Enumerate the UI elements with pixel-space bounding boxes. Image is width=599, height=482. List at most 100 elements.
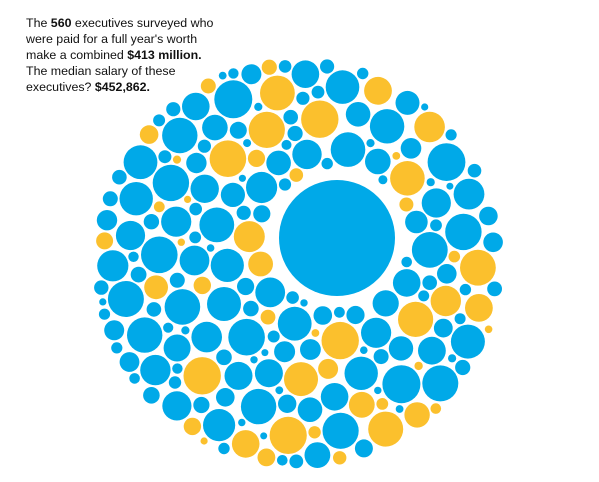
bubble: [418, 336, 446, 365]
bubble: [300, 299, 308, 307]
bubble: [177, 238, 185, 246]
bubble: [250, 356, 258, 364]
bubble: [260, 432, 268, 440]
bubble: [119, 182, 153, 216]
bubble: [98, 308, 111, 320]
bubble: [392, 152, 401, 160]
bubble: [292, 139, 322, 170]
bubble: [318, 358, 339, 379]
bubble: [372, 290, 399, 317]
bubble: [231, 430, 260, 458]
bubble: [107, 281, 144, 317]
bubble: [357, 67, 369, 80]
bubble: [465, 294, 493, 322]
bubble: [261, 59, 277, 75]
bubble: [459, 283, 472, 296]
bubble: [253, 205, 271, 223]
bubble: [130, 266, 147, 283]
bubble: [255, 277, 286, 308]
bubble: [333, 451, 347, 465]
bubble: [346, 305, 365, 325]
bubble: [354, 439, 373, 458]
bubble: [320, 59, 335, 74]
bubble: [369, 109, 405, 144]
bubble: [448, 250, 461, 263]
bubble: [166, 102, 181, 117]
bubble: [450, 324, 485, 359]
bubble: [200, 437, 208, 445]
bubble: [467, 163, 482, 178]
bubble: [446, 182, 454, 190]
bubble: [243, 139, 252, 148]
bubble: [193, 276, 211, 295]
bubble: [325, 70, 360, 104]
executive-count: 560: [50, 16, 72, 30]
bubble: [233, 221, 265, 253]
bubble: [254, 102, 263, 111]
bubble: [172, 155, 182, 164]
bubble: [197, 139, 211, 153]
bubble: [414, 361, 423, 371]
bubble: [260, 75, 295, 111]
bubble: [445, 129, 457, 141]
bubble: [141, 236, 178, 274]
bubble: [297, 397, 323, 423]
bubble: [266, 150, 291, 176]
bubble: [430, 285, 461, 317]
bubble: [374, 386, 382, 395]
bubble: [163, 322, 174, 333]
bubble: [186, 152, 207, 174]
bubble: [426, 178, 435, 187]
caption-text-2: executives surveyed who were paid for a …: [26, 16, 214, 62]
bubble: [220, 182, 245, 207]
bubble: [382, 365, 421, 404]
bubble: [161, 206, 192, 237]
bubble: [401, 256, 413, 268]
bubble-largest: [279, 180, 395, 296]
caption-text-3: The median salary of these executives?: [26, 64, 176, 94]
bubble: [119, 352, 140, 372]
bubble: [405, 210, 428, 234]
bubble: [390, 161, 425, 196]
bubble: [345, 102, 371, 127]
caption-text-1: The: [26, 16, 51, 30]
bubble: [286, 291, 299, 304]
bubble: [172, 363, 183, 374]
bubble: [238, 418, 246, 427]
bubble: [344, 356, 378, 390]
bubble: [418, 290, 430, 302]
bubble: [430, 219, 442, 232]
bubble: [311, 85, 325, 99]
combined-total: $413 million.: [127, 48, 202, 62]
bubble: [169, 272, 185, 288]
bubble: [216, 388, 235, 407]
bubble: [395, 90, 420, 115]
bubble: [400, 138, 422, 159]
bubble: [189, 202, 202, 216]
bubble: [191, 321, 222, 353]
bubble: [373, 349, 389, 365]
bubble: [203, 409, 236, 442]
bubble: [162, 117, 198, 154]
bubble: [158, 150, 172, 164]
bubble: [311, 329, 320, 337]
bubble: [421, 103, 429, 111]
bubble: [152, 164, 190, 202]
bubble: [453, 178, 485, 210]
bubble: [404, 402, 430, 428]
bubble: [182, 92, 210, 121]
bubble: [254, 359, 283, 388]
bubble: [102, 191, 118, 207]
bubble: [366, 139, 375, 148]
bubble: [364, 76, 392, 105]
bubble: [427, 143, 466, 182]
bubble: [479, 206, 498, 226]
bubble: [146, 302, 162, 317]
bubble: [153, 114, 166, 127]
bubble: [422, 275, 438, 291]
bubble: [214, 80, 253, 119]
bubble: [218, 442, 230, 455]
bubble: [411, 232, 448, 268]
bubble: [139, 125, 159, 144]
bubble: [184, 195, 192, 203]
